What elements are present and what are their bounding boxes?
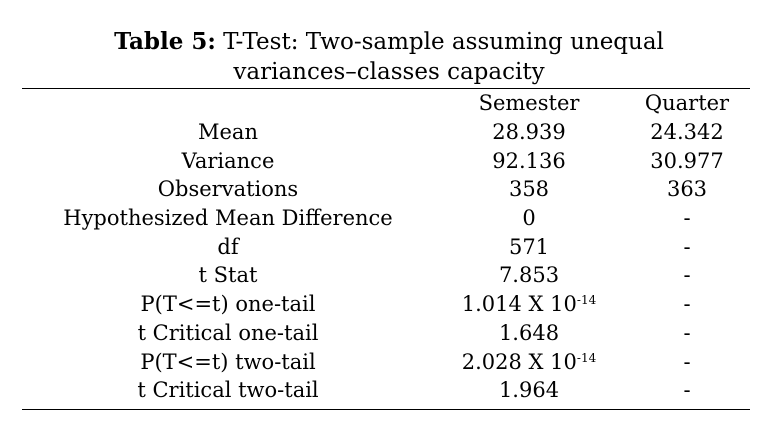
quarter-value: -: [683, 292, 691, 317]
table-row: t Stat 7.853 -: [22, 261, 750, 290]
semester-value: 28.939: [492, 120, 566, 145]
caption-title-line2: variances–classes capacity: [233, 59, 545, 85]
table-row: Hypothesized Mean Difference 0 -: [22, 204, 750, 233]
quarter-value: 363: [666, 177, 708, 202]
table-row: df 571 -: [22, 232, 750, 261]
row-label: P(T<=t) two-tail: [140, 349, 316, 374]
semester-value: 358: [508, 177, 550, 202]
row-label: t Critical one-tail: [137, 320, 319, 345]
header-cell-empty: [22, 89, 434, 118]
row-label: t Stat: [198, 263, 258, 288]
row-label: Variance: [181, 148, 275, 173]
table-row: Mean 28.939 24.342: [22, 118, 750, 147]
value-exponent: -14: [576, 293, 597, 308]
semester-value: 92.136: [492, 148, 566, 173]
table-row: Variance 92.136 30.977: [22, 146, 750, 175]
table-caption: Table 5: T-Test: Two-sample assuming une…: [0, 26, 778, 58]
value-exponent: -14: [576, 350, 597, 365]
caption-label: Table 5:: [114, 28, 216, 55]
caption-title-line1: T-Test: Two-sample assuming unequal: [223, 29, 664, 55]
value-base: 2.028 X 10: [461, 349, 577, 374]
quarter-value: -: [683, 206, 691, 231]
quarter-value: -: [683, 378, 691, 403]
semester-value: 1.014 X 10-14: [434, 290, 624, 319]
row-label: Hypothesized Mean Difference: [63, 206, 393, 231]
quarter-value: -: [683, 320, 691, 345]
quarter-value: 30.977: [650, 148, 724, 173]
semester-value: 7.853: [498, 263, 560, 288]
row-label: Mean: [198, 120, 258, 145]
semester-value: 0: [522, 206, 536, 231]
table-row: t Critical two-tail 1.964 -: [22, 376, 750, 405]
quarter-value: -: [683, 263, 691, 288]
quarter-value: 24.342: [650, 120, 724, 145]
row-label: t Critical two-tail: [137, 378, 319, 403]
value-base: 1.014 X 10: [461, 292, 577, 317]
semester-value: 2.028 X 10-14: [434, 347, 624, 376]
header-row: Semester Quarter: [22, 89, 750, 118]
row-label: P(T<=t) one-tail: [140, 292, 316, 317]
header-cell-quarter: Quarter: [644, 91, 730, 116]
quarter-value: -: [683, 234, 691, 259]
table-top-rule: [22, 88, 750, 89]
table-bottom-rule: [22, 409, 750, 410]
table-row: t Critical one-tail 1.648 -: [22, 319, 750, 348]
row-label: Observations: [157, 177, 299, 202]
semester-value: 571: [508, 234, 550, 259]
semester-value: 1.964: [498, 378, 560, 403]
semester-value: 1.648: [498, 320, 560, 345]
t-test-table: Semester Quarter Mean 28.939 24.342 Vari…: [22, 89, 750, 405]
quarter-value: -: [683, 349, 691, 374]
table-row: Observations 358 363: [22, 175, 750, 204]
table-row: P(T<=t) two-tail 2.028 X 10-14 -: [22, 347, 750, 376]
table-row: P(T<=t) one-tail 1.014 X 10-14 -: [22, 290, 750, 319]
header-cell-semester: Semester: [478, 91, 580, 116]
row-label: df: [217, 234, 239, 259]
